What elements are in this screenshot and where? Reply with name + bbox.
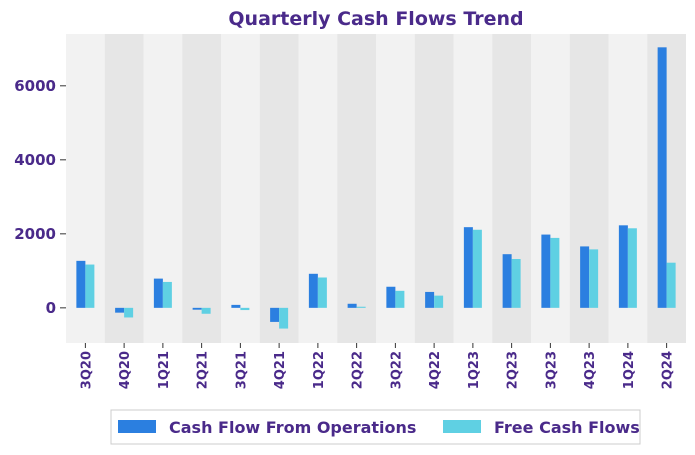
legend-frame <box>110 409 641 445</box>
bar-free-4Q20 <box>124 307 134 318</box>
x-tick-label: 3Q23 <box>544 351 559 389</box>
bar-operations-3Q20 <box>76 260 86 308</box>
y-tick-label: 4000 <box>14 151 56 169</box>
x-tick-label: 4Q21 <box>273 351 288 389</box>
y-tick-label: 0 <box>46 299 56 317</box>
legend-label-cash-flow-from-operations: Cash Flow From Operations <box>169 418 416 437</box>
x-tick-label: 2Q22 <box>351 351 366 389</box>
bar-operations-3Q21 <box>231 304 241 308</box>
x-tick-label: 1Q21 <box>157 351 172 389</box>
bar-free-4Q23 <box>589 249 599 308</box>
bar-free-3Q22 <box>395 290 405 308</box>
bar-free-1Q24 <box>627 228 637 308</box>
bar-free-3Q23 <box>550 237 560 308</box>
bar-free-2Q21 <box>201 307 211 314</box>
x-tick-label: 2Q23 <box>506 351 521 389</box>
x-tick-label: 4Q22 <box>428 351 443 389</box>
x-tick-label: 2Q24 <box>661 351 676 389</box>
legend-swatch-cash-flow-from-operations <box>118 420 156 433</box>
bar-free-4Q22 <box>434 295 444 308</box>
bar-free-4Q21 <box>279 307 289 329</box>
bar-free-1Q21 <box>162 281 172 308</box>
x-tick-label: 4Q20 <box>118 351 133 389</box>
band-2Q21 <box>182 34 221 343</box>
legend-label-free-cash-flows: Free Cash Flows <box>494 418 640 437</box>
bar-operations-4Q21 <box>270 307 280 322</box>
bar-operations-1Q24 <box>618 225 628 308</box>
bar-operations-4Q22 <box>425 291 435 308</box>
bar-operations-3Q23 <box>541 234 551 308</box>
y-tick-label: 6000 <box>14 77 56 95</box>
legend-swatch-free-cash-flows <box>443 420 481 433</box>
bar-operations-1Q22 <box>308 273 318 308</box>
y-axis-ticks: 0 2000 4000 6000 <box>14 77 66 317</box>
bars-group <box>76 47 676 329</box>
bar-free-2Q24 <box>666 262 676 308</box>
bar-operations-2Q22 <box>347 303 357 308</box>
band-4Q21 <box>259 34 299 343</box>
chart-title: Quarterly Cash Flows Trend <box>228 8 523 30</box>
y-tick-label: 2000 <box>14 225 56 243</box>
x-tick-label: 1Q23 <box>467 351 482 389</box>
bar-free-3Q21 <box>240 307 250 311</box>
band-4Q20 <box>104 34 144 343</box>
bar-operations-4Q23 <box>580 246 590 308</box>
bar-free-3Q20 <box>85 264 95 308</box>
legend: Cash Flow From Operations Free Cash Flow… <box>110 409 641 445</box>
x-tick-label: 3Q21 <box>234 351 249 389</box>
band-4Q22 <box>414 34 454 343</box>
bar-free-2Q23 <box>511 258 521 308</box>
bar-free-2Q22 <box>356 306 366 308</box>
x-tick-label: 2Q21 <box>196 351 211 389</box>
x-tick-label: 1Q24 <box>622 351 637 389</box>
bar-operations-2Q23 <box>502 254 512 308</box>
bar-free-1Q22 <box>317 277 327 308</box>
bar-operations-1Q23 <box>463 227 473 308</box>
bar-free-1Q23 <box>472 229 482 308</box>
bar-operations-2Q24 <box>657 47 667 308</box>
bar-operations-4Q20 <box>115 307 125 313</box>
band-3Q21 <box>221 34 260 343</box>
x-tick-label: 3Q22 <box>389 351 404 389</box>
bar-operations-2Q21 <box>192 307 202 310</box>
x-axis-ticks: 3Q20 4Q20 1Q21 2Q21 3Q21 4Q21 1Q22 2Q22 3Q22 4Q22… <box>79 343 676 389</box>
band-2Q22 <box>337 34 376 343</box>
bar-operations-3Q22 <box>386 286 396 308</box>
x-tick-label: 1Q22 <box>312 351 327 389</box>
x-tick-label: 3Q20 <box>79 351 94 389</box>
bar-operations-1Q21 <box>153 278 163 308</box>
x-tick-label: 4Q23 <box>583 351 598 389</box>
